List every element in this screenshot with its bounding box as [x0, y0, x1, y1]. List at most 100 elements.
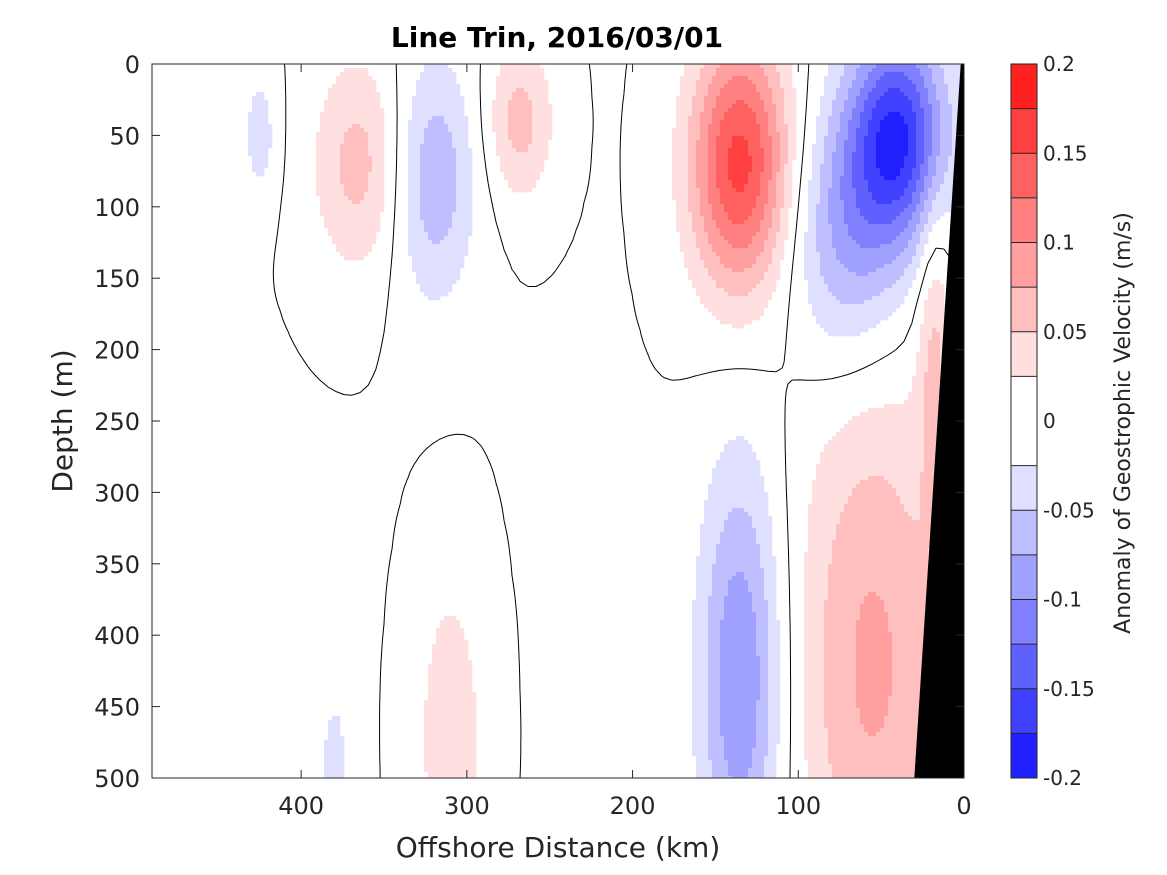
- field-cell: [536, 120, 541, 125]
- field-cell: [420, 252, 425, 257]
- field-cell: [928, 212, 933, 217]
- field-cell: [496, 92, 501, 97]
- field-cell: [764, 80, 769, 85]
- field-cell: [724, 252, 729, 257]
- field-cell: [364, 96, 369, 101]
- field-cell: [768, 140, 773, 145]
- field-cell: [460, 204, 465, 209]
- field-cell: [884, 128, 889, 133]
- field-cell: [348, 104, 353, 109]
- field-cell: [700, 64, 705, 69]
- field-cell: [464, 192, 469, 197]
- field-cell: [324, 180, 329, 185]
- field-cell: [748, 76, 753, 81]
- field-cell: [764, 116, 769, 121]
- field-cell: [680, 224, 685, 229]
- field-cell: [352, 100, 357, 105]
- field-cell: [844, 200, 849, 205]
- field-cell: [740, 200, 745, 205]
- field-cell: [368, 248, 373, 253]
- field-cell: [928, 136, 933, 141]
- field-cell: [412, 248, 417, 253]
- field-cell: [864, 248, 869, 253]
- field-cell: [868, 112, 873, 117]
- field-cell: [468, 184, 473, 189]
- field-cell: [812, 228, 817, 233]
- field-cell: [852, 108, 857, 113]
- field-cell: [704, 80, 709, 85]
- field-cell: [892, 144, 897, 149]
- field-cell: [832, 80, 837, 85]
- field-cell: [904, 216, 909, 221]
- field-cell: [336, 224, 341, 229]
- field-cell: [468, 192, 473, 197]
- field-cell: [352, 152, 357, 157]
- field-cell: [872, 112, 877, 117]
- field-cell: [436, 236, 441, 241]
- field-cell: [876, 156, 881, 161]
- field-cell: [432, 188, 437, 193]
- field-cell: [444, 248, 449, 253]
- field-cell: [672, 164, 677, 169]
- field-cell: [420, 132, 425, 137]
- field-cell: [524, 164, 529, 169]
- field-cell: [764, 208, 769, 213]
- field-cell: [920, 136, 925, 141]
- field-cell: [436, 68, 441, 73]
- field-cell: [860, 152, 865, 157]
- field-cell: [516, 80, 521, 85]
- field-cell: [928, 220, 933, 225]
- field-cell: [512, 148, 517, 153]
- field-cell: [760, 88, 765, 93]
- field-cell: [460, 168, 465, 173]
- field-cell: [440, 240, 445, 245]
- field-cell: [852, 68, 857, 73]
- field-cell: [704, 152, 709, 157]
- field-cell: [528, 108, 533, 113]
- field-cell: [348, 84, 353, 89]
- field-cell: [344, 136, 349, 141]
- field-cell: [844, 92, 849, 97]
- field-cell: [956, 80, 961, 85]
- field-cell: [336, 108, 341, 113]
- field-cell: [820, 200, 825, 205]
- field-cell: [720, 240, 725, 245]
- field-cell: [900, 176, 905, 181]
- field-cell: [440, 96, 445, 101]
- field-cell: [820, 132, 825, 137]
- field-cell: [532, 64, 537, 69]
- field-cell: [684, 252, 689, 257]
- field-cell: [352, 192, 357, 197]
- field-cell: [764, 224, 769, 229]
- field-cell: [716, 168, 721, 173]
- field-cell: [728, 212, 733, 217]
- field-cell: [352, 176, 357, 181]
- field-cell: [352, 204, 357, 209]
- field-cell: [368, 184, 373, 189]
- field-cell: [428, 188, 433, 193]
- field-cell: [500, 168, 505, 173]
- field-cell: [444, 76, 449, 81]
- field-cell: [324, 192, 329, 197]
- field-cell: [936, 72, 941, 77]
- field-cell: [444, 68, 449, 73]
- field-cell: [708, 248, 713, 253]
- field-cell: [764, 196, 769, 201]
- field-cell: [732, 84, 737, 89]
- field-cell: [424, 88, 429, 93]
- field-cell: [328, 132, 333, 137]
- field-cell: [760, 144, 765, 149]
- field-cell: [828, 136, 833, 141]
- field-cell: [732, 240, 737, 245]
- field-cell: [544, 92, 549, 97]
- field-cell: [732, 116, 737, 121]
- field-cell: [788, 168, 793, 173]
- field-cell: [952, 152, 957, 157]
- field-cell: [336, 240, 341, 245]
- field-cell: [760, 160, 765, 165]
- field-cell: [804, 252, 809, 257]
- field-cell: [792, 92, 797, 97]
- field-cell: [776, 152, 781, 157]
- field-cell: [728, 104, 733, 109]
- field-cell: [324, 148, 329, 153]
